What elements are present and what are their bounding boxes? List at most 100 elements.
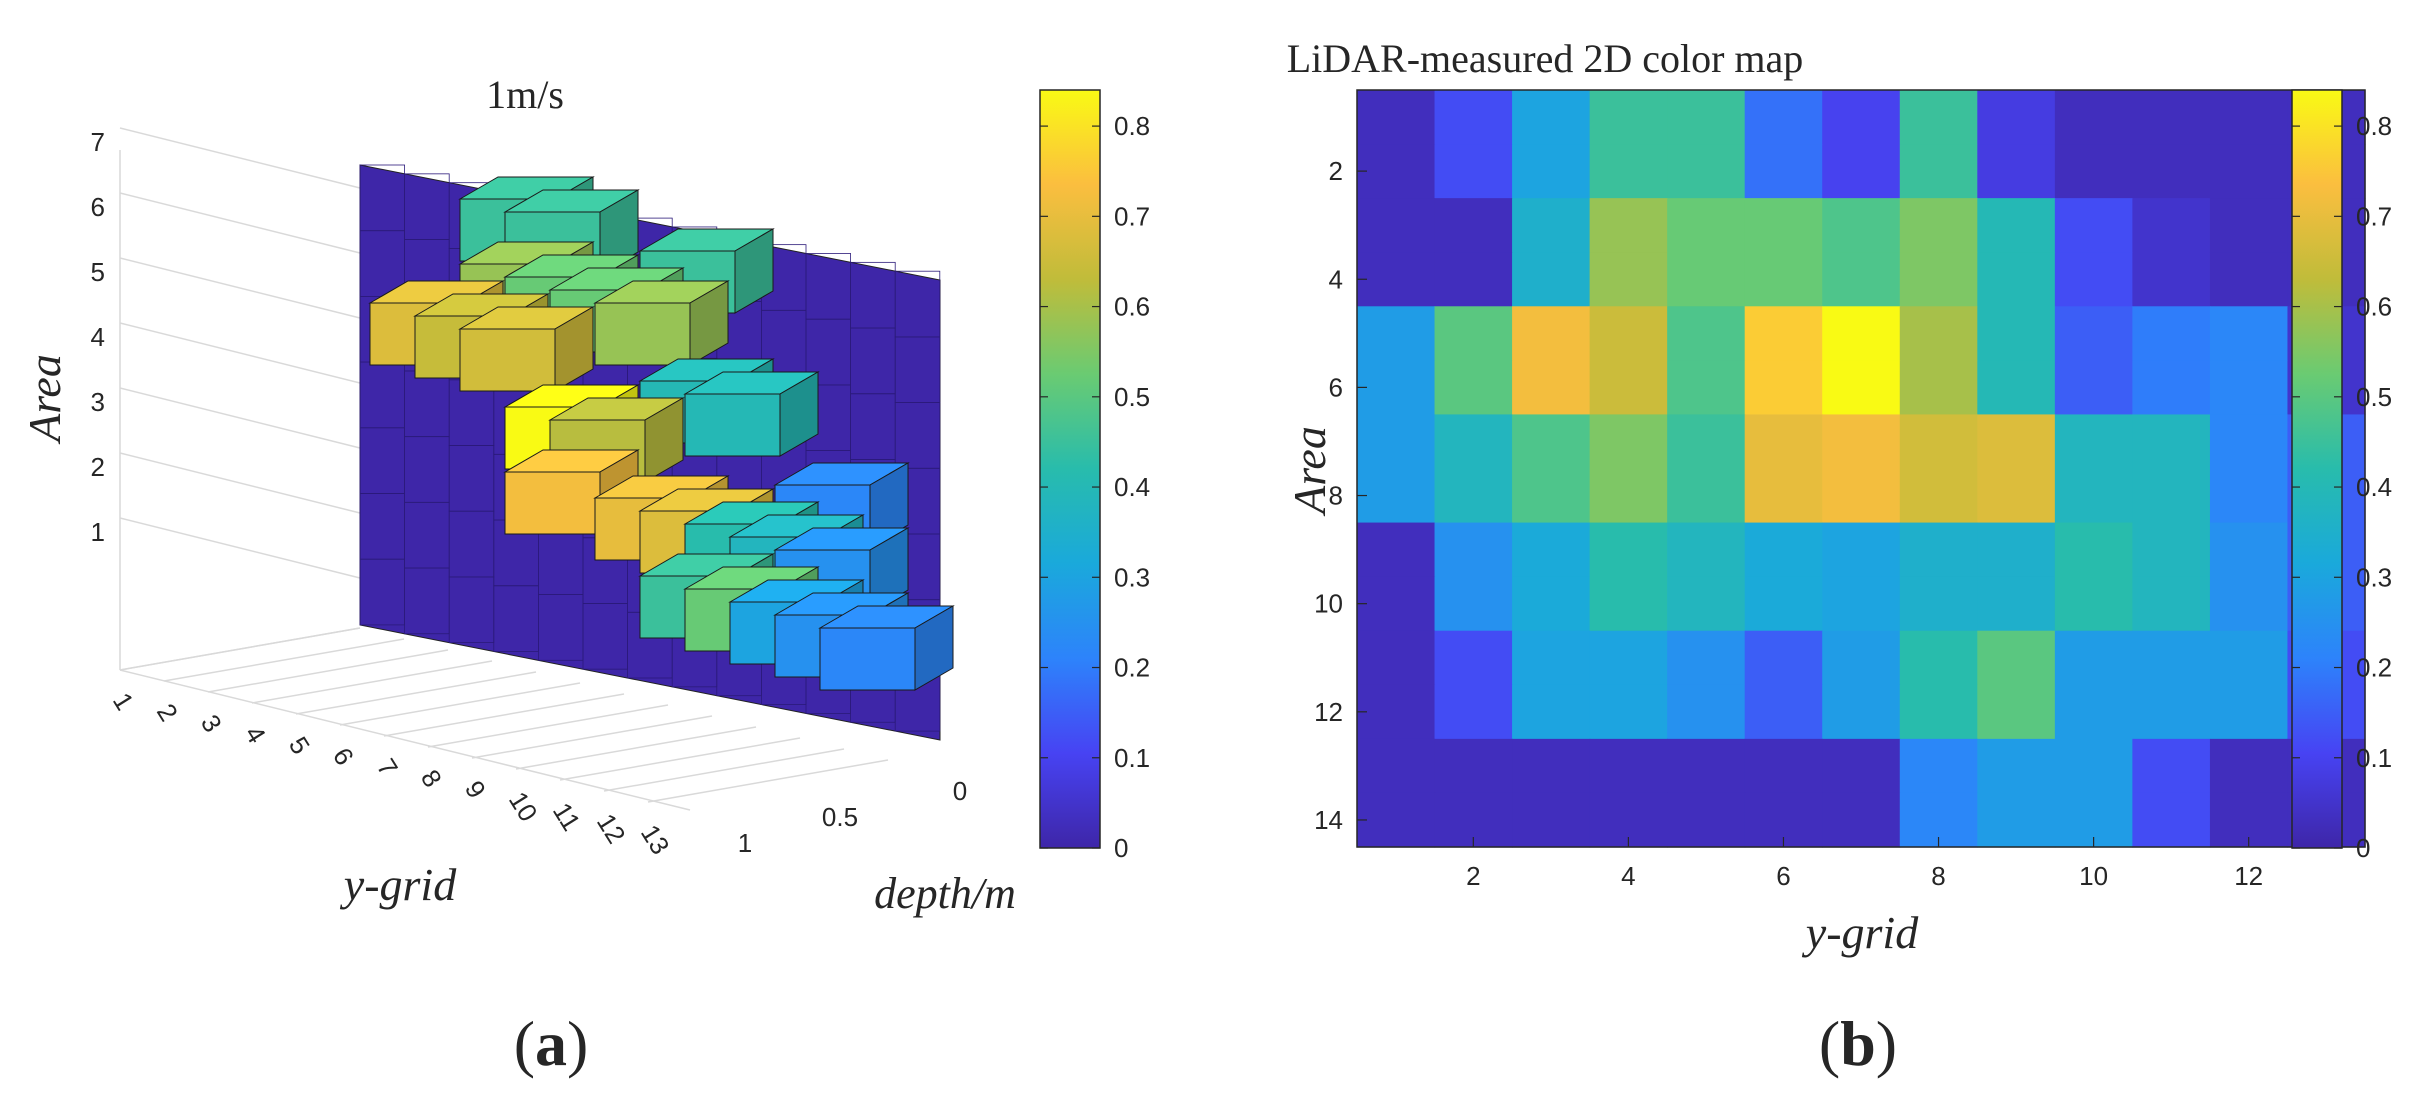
panel-b-x-tick-label: 10: [2079, 861, 2108, 891]
panel-a-grid-line: [603, 748, 845, 792]
panel-b-heatmap-cell: [1357, 144, 1436, 199]
panel-b-heatmap-cells: [1357, 90, 2366, 848]
panel-b-heatmap-cell: [1589, 684, 1668, 740]
panel-b-heatmap-cell: [1357, 306, 1436, 361]
panel-b-heatmap-cell: [1512, 252, 1591, 307]
panel-b-heatmap-cell: [1744, 576, 1823, 632]
panel-b-heatmap-cell: [2132, 414, 2211, 470]
panel-b-heatmap-cell: [1357, 522, 1436, 578]
panel-b-heatmap-cell: [1589, 360, 1668, 416]
panel-a-grid-line: [119, 257, 361, 319]
panel-a-colorbar-tick-label: 0.8: [1114, 111, 1150, 141]
panel-b-heatmap: LiDAR-measured 2D color map 2 4 6 8 10 12 2 4 6…: [1284, 36, 2392, 958]
panel-b-heatmap-cell: [2132, 198, 2211, 253]
panel-a-ygrid-tick-label: 6: [327, 742, 360, 770]
panel-b-heatmap-cell: [1589, 90, 1668, 145]
panel-b-heatmap-cell: [2054, 198, 2133, 253]
panel-b-heatmap-cell: [1899, 306, 1978, 361]
panel-a-bar-front-face: [684, 393, 781, 457]
panel-b-heatmap-cell: [1512, 90, 1591, 145]
panel-a-grid-line: [383, 693, 625, 737]
panel-a-bar-side-face: [554, 306, 594, 392]
panel-a-bar: [593, 280, 730, 366]
panel-b-heatmap-cell: [1512, 144, 1591, 199]
panel-b-heatmap-cell: [1667, 414, 1746, 470]
panel-b-heatmap-cell: [1744, 90, 1823, 145]
panel-label-a: (a): [514, 1008, 589, 1079]
panel-b-heatmap-cell: [2054, 90, 2133, 145]
panel-a-grid-line: [119, 127, 361, 189]
panel-a-bar-front-face: [459, 328, 556, 392]
panel-a-bars: [368, 176, 955, 691]
panel-b-colorbar-tick-label: 0.4: [2356, 472, 2392, 502]
panel-b-y-tick-label: 10: [1314, 589, 1343, 619]
panel-b-heatmap-cell: [2054, 414, 2133, 470]
panel-b-heatmap-cell: [1977, 144, 2056, 199]
panel-b-y-tick-label: 14: [1314, 805, 1343, 835]
panel-a-depth-tick-label: 0: [953, 776, 967, 806]
panel-b-heatmap-cell: [1667, 468, 1746, 524]
panel-b-heatmap-cell: [1667, 198, 1746, 253]
panel-b-heatmap-cell: [1744, 252, 1823, 307]
panel-b-heatmap-cell: [1589, 630, 1668, 686]
panel-a-grid-line: [119, 452, 361, 514]
panel-b-heatmap-cell: [1667, 522, 1746, 578]
panel-b-heatmap-cell: [1357, 684, 1436, 740]
panel-a-ygrid-tick-label: 8: [415, 764, 448, 792]
panel-b-heatmap-cell: [1589, 414, 1668, 470]
panel-b-heatmap-cell: [2209, 414, 2289, 470]
panel-a-ygrid-tick-label: 10: [503, 786, 544, 826]
panel-a-colorbar-tick-label: 0.7: [1114, 201, 1150, 231]
panel-b-x-tick-label: 6: [1776, 861, 1790, 891]
panel-b-heatmap-cell: [1822, 90, 1901, 145]
panel-b-heatmap-cell: [1434, 630, 1513, 686]
panel-a-ygrid-tick-label: 4: [239, 720, 272, 748]
panel-b-heatmap-cell: [2209, 198, 2289, 253]
panel-b-heatmap-cell: [1357, 90, 1436, 145]
panel-b-heatmap-cell: [1899, 198, 1978, 253]
panel-b-heatmap-cell: [2054, 360, 2133, 416]
panel-b-heatmap-cell: [1977, 252, 2056, 307]
panel-b-heatmap-cell: [1899, 90, 1978, 145]
panel-b-heatmap-cell: [1512, 306, 1591, 361]
panel-b-heatmap-cell: [1667, 306, 1746, 361]
panel-b-heatmap-cell: [1899, 252, 1978, 307]
panel-b-heatmap-cell: [1512, 198, 1591, 253]
panel-a-ygrid-tick-label: 7: [371, 753, 404, 781]
panel-b-heatmap-cell: [1899, 522, 1978, 578]
panel-b-heatmap-cell: [2132, 792, 2211, 848]
panel-b-heatmap-cell: [1977, 792, 2056, 848]
panel-b-colorbar: 0 0.1 0.2 0.3 0.4 0.5 0.6 0.7 0.8: [2291, 89, 2392, 863]
panel-b-heatmap-cell: [1977, 306, 2056, 361]
panel-b-heatmap-cell: [1667, 630, 1746, 686]
panel-b-heatmap-cell: [1357, 468, 1436, 524]
panel-a-grid-line: [515, 726, 757, 770]
panel-b-colorbar-tick-label: 0.1: [2356, 743, 2392, 773]
panel-b-heatmap-cell: [1512, 630, 1591, 686]
panel-b-heatmap-cell: [2209, 144, 2289, 199]
panel-b-heatmap-cell: [1357, 792, 1436, 848]
panel-b-heatmap-cell: [2209, 360, 2289, 416]
panel-b-heatmap-cell: [1589, 144, 1668, 199]
panel-b-heatmap-cell: [1434, 198, 1513, 253]
panel-b-xlabel: y-grid: [1802, 907, 1919, 958]
panel-b-heatmap-cell: [1667, 90, 1746, 145]
panel-b-heatmap-cell: [1977, 630, 2056, 686]
panel-b-heatmap-cell: [2054, 684, 2133, 740]
panel-b-heatmap-cell: [2209, 468, 2289, 524]
panel-b-heatmap-cell: [1434, 252, 1513, 307]
panel-a-grid-line: [471, 715, 713, 759]
panel-b-heatmap-cell: [1744, 414, 1823, 470]
panel-a-xlabel: y-grid: [340, 859, 457, 910]
panel-b-heatmap-cell: [1434, 90, 1513, 145]
panel-b-heatmap-cell: [2054, 468, 2133, 524]
panel-b-heatmap-cell: [1589, 468, 1668, 524]
panel-a-colorbar-tick-label: 0.5: [1114, 382, 1150, 412]
panel-b-heatmap-cell: [1822, 576, 1901, 632]
panel-a-grid-line: [251, 660, 493, 704]
panel-b-heatmap-cell: [1899, 360, 1978, 416]
panel-b-y-tick-label: 12: [1314, 697, 1343, 727]
panel-b-heatmap-cell: [1744, 630, 1823, 686]
panel-b-heatmap-cell: [1744, 306, 1823, 361]
